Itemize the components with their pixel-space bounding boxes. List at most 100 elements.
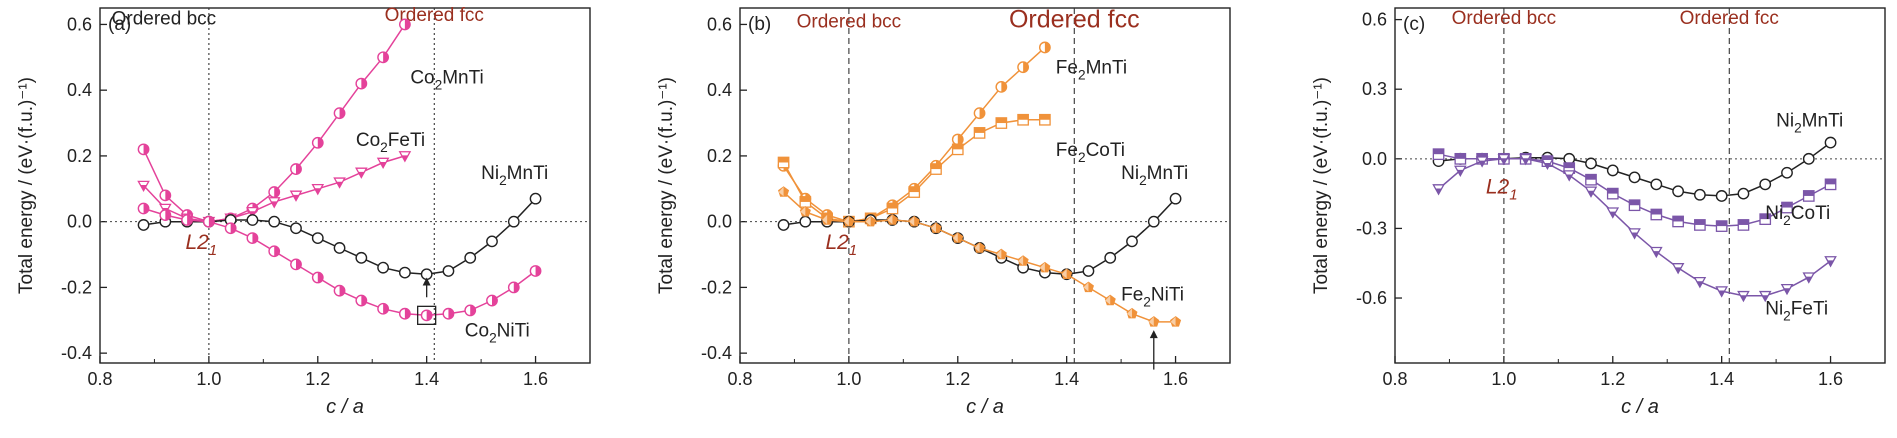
highlight-box (417, 305, 437, 325)
data-point (1017, 61, 1030, 74)
data-point (1671, 263, 1685, 275)
x-tick-label: 1.0 (1491, 369, 1516, 389)
bcc-label: Ordered bcc (797, 12, 902, 33)
data-point (290, 258, 302, 271)
y-tick-label: -0.3 (1356, 218, 1387, 238)
series-label: Co2NiTi (465, 321, 530, 346)
data-point (137, 219, 150, 231)
data-point (377, 261, 390, 274)
bcc-label: Ordered bcc (1452, 8, 1557, 29)
series-label: Co2MnTi (410, 68, 483, 93)
series-label: Co2FeTi (356, 130, 425, 155)
data-point (355, 167, 368, 179)
data-point (1562, 170, 1576, 182)
x-tick-label: 1.4 (1709, 369, 1734, 389)
data-point (1432, 184, 1445, 196)
data-point (843, 215, 855, 227)
data-point (1759, 178, 1772, 191)
data-point (1758, 290, 1772, 303)
x-tick-label: 1.2 (305, 369, 330, 389)
y-axis-label: Total energy / (eV·(f.u.)⁻¹) (1311, 77, 1332, 294)
data-point (1606, 187, 1619, 200)
series-label: Ni2MnTi (1776, 110, 1843, 135)
data-point (486, 235, 498, 248)
plot-frame (739, 7, 1231, 364)
data-point (1780, 283, 1794, 296)
data-point (333, 107, 346, 120)
panel-label: (b) (748, 14, 771, 35)
y-tick-label: -0.2 (701, 277, 732, 297)
data-point (1017, 113, 1029, 126)
data-point (973, 107, 986, 120)
data-point (1650, 178, 1663, 191)
data-point (289, 190, 303, 202)
data-point (355, 77, 368, 90)
data-point (995, 248, 1007, 260)
x-axis-label: c / a (326, 396, 364, 418)
data-point (1126, 307, 1138, 319)
data-point (865, 215, 877, 227)
l21-annotation: L21 (185, 231, 217, 259)
arrow-head (422, 277, 431, 286)
data-point (1082, 281, 1094, 293)
data-point (376, 157, 390, 170)
data-point (1126, 235, 1138, 248)
data-point (974, 242, 986, 253)
x-tick-label: 1.0 (836, 369, 861, 389)
data-point (951, 133, 964, 146)
data-point (1715, 220, 1728, 232)
data-point (1824, 178, 1837, 191)
data-point (398, 307, 411, 320)
panel-label: (a) (108, 14, 131, 35)
data-point (1038, 41, 1051, 54)
data-point (224, 222, 237, 235)
data-point (1802, 152, 1815, 165)
data-point (1169, 192, 1182, 205)
data-point (995, 117, 1008, 129)
y-tick-label: 0.6 (707, 14, 732, 34)
x-tick-label: 1.6 (1163, 369, 1188, 389)
data-point (1432, 148, 1445, 161)
data-point (311, 232, 324, 244)
data-point (1541, 158, 1554, 170)
data-point (777, 219, 790, 231)
data-point (268, 186, 281, 198)
data-point (398, 18, 411, 31)
y-tick-label: 0.4 (707, 80, 732, 100)
x-tick-label: 1.6 (523, 369, 548, 389)
l21-annotation: L21 (825, 231, 857, 259)
data-point (799, 196, 812, 208)
data-point (1017, 255, 1029, 266)
data-point (246, 232, 259, 244)
data-point (159, 189, 172, 202)
data-point (507, 281, 520, 294)
data-point (1650, 208, 1663, 221)
data-point (246, 214, 259, 226)
y-tick-label: 0.0 (707, 212, 732, 232)
data-point (930, 222, 942, 233)
data-point (1693, 276, 1707, 289)
data-point (1585, 173, 1597, 186)
data-point (290, 222, 302, 235)
data-point (355, 294, 368, 307)
data-point (778, 186, 790, 197)
fcc-label: Ordered fcc (1680, 8, 1779, 29)
series-label: Fe2CoTi (1056, 140, 1125, 165)
data-point (1781, 201, 1793, 214)
data-point (420, 309, 433, 322)
l21-annotation: L21 (1486, 176, 1518, 204)
data-point (1148, 316, 1160, 327)
data-point (908, 186, 921, 198)
data-point (290, 163, 302, 175)
y-tick-label: -0.4 (701, 343, 732, 363)
data-point (1104, 251, 1117, 264)
chart-panel-a: 0.8 1.0 1.2 1.4 1.6 -0.4 -0.2 0.0 0.2 0.4 0.6 c / a… (16, 5, 591, 418)
data-point (1737, 219, 1750, 231)
data-point (1519, 154, 1532, 166)
data-point (1737, 187, 1750, 200)
data-point (821, 214, 833, 225)
data-point (529, 265, 542, 277)
y-tick-label: -0.6 (1356, 288, 1387, 308)
data-point (267, 197, 281, 209)
data-point (1781, 166, 1793, 179)
